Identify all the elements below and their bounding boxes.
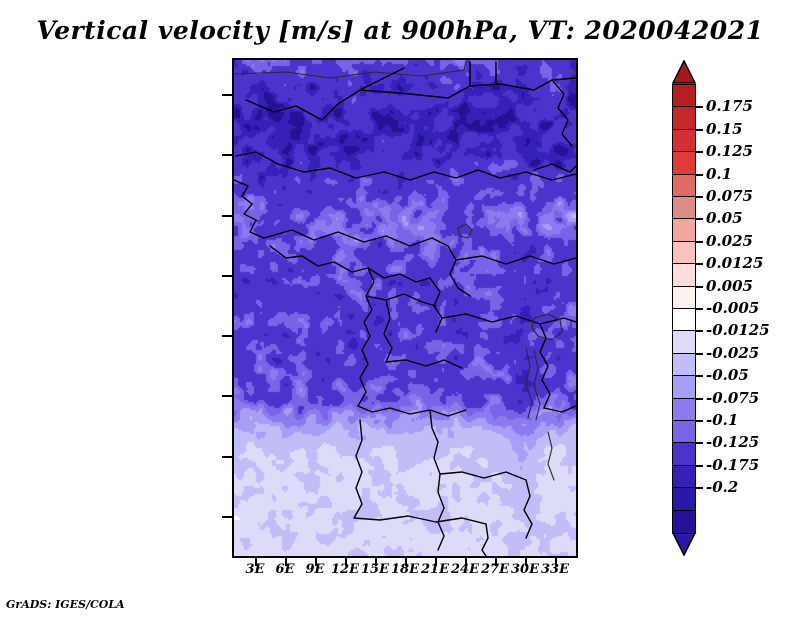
lat-tick-mark: [222, 395, 232, 398]
colorbar-tick-label: 0.025: [706, 231, 753, 250]
lon-tick-mark: [285, 558, 287, 566]
lon-tick-label: 27E: [481, 562, 509, 577]
colorbar-tick-label: 0.075: [706, 187, 753, 205]
colorbar-tick-mark: [696, 487, 703, 490]
colorbar-band: [672, 330, 696, 355]
lat-tick-mark: [222, 274, 232, 277]
colorbar-band: [672, 308, 696, 332]
country-borders-overlay: [234, 61, 576, 556]
colorbar-tick-label: -0.2: [706, 478, 739, 497]
colorbar-tick-label: -0.1: [706, 411, 739, 429]
footer-credit: GrADS: IGES/COLA: [6, 598, 125, 611]
colorbar[interactable]: [671, 59, 697, 557]
lon-tick-label: 3E: [245, 562, 265, 577]
lon-tick-mark: [525, 558, 527, 566]
colorbar-tick-label: -0.05: [706, 366, 749, 385]
colorbar-band: [672, 151, 696, 176]
colorbar-band: [672, 487, 696, 512]
colorbar-band: [672, 285, 696, 310]
lat-tick-mark: [222, 515, 232, 518]
colorbar-tick-label: -0.025: [706, 343, 760, 362]
lon-tick-label: 15E: [361, 562, 389, 577]
colorbar-band: [672, 106, 696, 131]
lon-tick-mark: [555, 558, 557, 566]
colorbar-tick-label: 0.005: [706, 276, 753, 295]
map-plot-area[interactable]: [232, 58, 578, 558]
colorbar-tick-mark: [696, 263, 703, 266]
colorbar-band: [672, 196, 696, 220]
colorbar-band: [672, 240, 696, 265]
lon-tick-label: 9E: [305, 562, 325, 577]
lon-tick-mark: [405, 558, 407, 566]
colorbar-tick-mark: [696, 218, 703, 221]
colorbar-tick-label: -0.075: [706, 388, 760, 407]
lat-tick-mark: [222, 154, 232, 157]
lon-tick-label: 18E: [391, 562, 419, 577]
colorbar-tick-label: -0.0125: [706, 321, 770, 340]
page-title: Vertical velocity [m/s] at 900hPa, VT: 2…: [36, 16, 764, 45]
colorbar-band: [672, 218, 696, 243]
colorbar-tick-mark: [696, 128, 703, 131]
lon-tick-mark: [495, 558, 497, 566]
lon-tick-mark: [465, 558, 467, 566]
colorbar-cap-top: [671, 59, 697, 84]
colorbar-band: [672, 128, 696, 153]
lon-tick-label: 12E: [331, 562, 359, 577]
colorbar-tick-label: -0.005: [706, 299, 760, 317]
lon-tick-label: 6E: [275, 562, 295, 577]
colorbar-tick-mark: [696, 352, 703, 355]
colorbar-tick-mark: [696, 196, 703, 198]
lon-tick-mark: [315, 558, 317, 566]
lon-tick-mark: [345, 558, 347, 566]
colorbar-band: [672, 509, 696, 534]
colorbar-tick-mark: [696, 308, 703, 310]
colorbar-tick-mark: [696, 397, 703, 400]
colorbar-cap-bottom: [671, 532, 697, 557]
colorbar-band: [672, 173, 696, 198]
colorbar-tick-mark: [696, 420, 703, 422]
colorbar-band: [672, 420, 696, 444]
lon-tick-label: 21E: [421, 562, 449, 577]
lon-tick-label: 33E: [541, 562, 569, 577]
colorbar-tick-mark: [696, 106, 703, 109]
colorbar-tick-mark: [696, 151, 703, 154]
colorbar-band: [672, 442, 696, 467]
colorbar-tick-mark: [696, 375, 703, 378]
lat-tick-mark: [222, 335, 232, 338]
lat-tick-mark: [222, 455, 232, 458]
lon-tick-mark: [375, 558, 377, 566]
colorbar-band: [672, 352, 696, 377]
lat-tick-mark: [222, 214, 232, 217]
colorbar-tick-mark: [696, 330, 703, 333]
colorbar-band: [672, 464, 696, 489]
colorbar-band: [672, 375, 696, 400]
lon-tick-mark: [435, 558, 437, 566]
colorbar-tick-label: 0.1: [706, 164, 733, 183]
colorbar-tick-mark: [696, 240, 703, 243]
lon-tick-label: 24E: [451, 562, 479, 577]
colorbar-tick-label: 0.15: [706, 119, 743, 138]
colorbar-tick-mark: [696, 173, 703, 176]
colorbar-tick-label: 0.125: [706, 142, 753, 161]
colorbar-tick-mark: [696, 442, 703, 445]
lon-tick-label: 30E: [511, 562, 539, 577]
colorbar-band: [672, 84, 696, 108]
colorbar-tick-label: -0.125: [706, 433, 760, 452]
colorbar-tick-label: -0.175: [706, 455, 760, 474]
colorbar-band: [672, 263, 696, 288]
lon-tick-mark: [255, 558, 257, 566]
lat-tick-mark: [222, 94, 232, 97]
vertical-velocity-field: [234, 60, 576, 556]
colorbar-tick-label: 0.0125: [706, 254, 764, 273]
colorbar-tick-mark: [696, 285, 703, 288]
colorbar-tick-label: 0.05: [706, 209, 743, 228]
colorbar-band: [672, 397, 696, 422]
colorbar-tick-label: 0.175: [706, 97, 753, 116]
colorbar-tick-mark: [696, 464, 703, 467]
